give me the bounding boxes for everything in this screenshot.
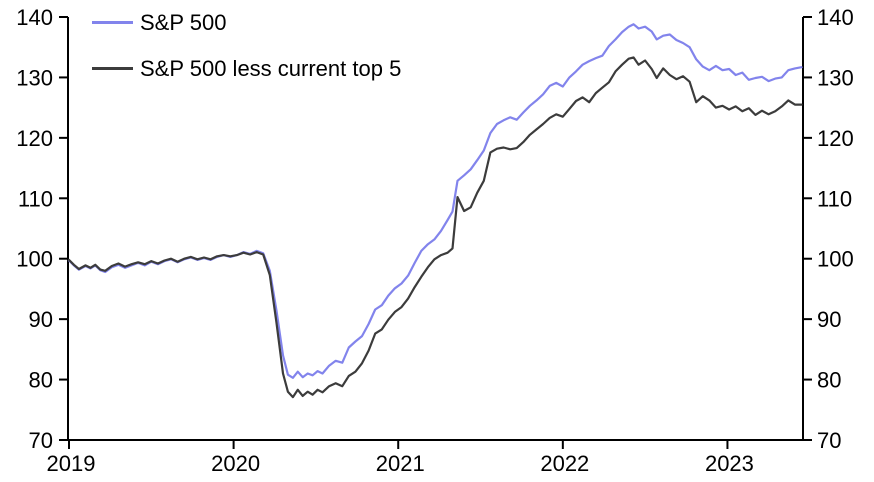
y-tick-label-right: 70 (817, 428, 841, 453)
y-tick-label-right: 80 (817, 368, 841, 393)
y-tick-label-right: 90 (817, 307, 841, 332)
y-tick-label-left: 130 (16, 65, 53, 90)
x-tick-label: 2022 (540, 451, 589, 476)
series-line-1 (67, 56, 803, 399)
legend-line-sp500-icon (92, 21, 133, 24)
y-tick-label-left: 70 (29, 428, 53, 453)
legend-item-sp500-less-top5: S&P 500 less current top 5 (92, 55, 401, 82)
y-tick-label-left: 120 (16, 126, 53, 151)
y-tick-label-right: 140 (817, 5, 854, 30)
y-tick-label-right: 120 (817, 126, 854, 151)
y-tick-label-left: 100 (16, 247, 53, 272)
x-tick-label: 2023 (705, 451, 754, 476)
y-tick-label-left: 140 (16, 5, 53, 30)
y-tick-label-left: 110 (18, 186, 53, 211)
x-tick-label: 2021 (376, 451, 425, 476)
legend-item-sp500: S&P 500 (92, 9, 401, 36)
legend-line-sp500-less-top5-icon (92, 67, 133, 70)
y-tick-label-right: 110 (817, 186, 852, 211)
legend-label-sp500-less-top5: S&P 500 less current top 5 (140, 56, 402, 81)
y-tick-label-right: 130 (817, 65, 854, 90)
y-tick-label-left: 90 (29, 307, 53, 332)
y-tick-label-right: 100 (817, 247, 854, 272)
x-tick-label: 2019 (47, 451, 96, 476)
legend-label-sp500: S&P 500 (140, 10, 227, 35)
chart-legend: S&P 500 S&P 500 less current top 5 (92, 9, 401, 82)
y-tick-label-left: 80 (29, 368, 53, 393)
x-tick-label: 2020 (211, 451, 260, 476)
